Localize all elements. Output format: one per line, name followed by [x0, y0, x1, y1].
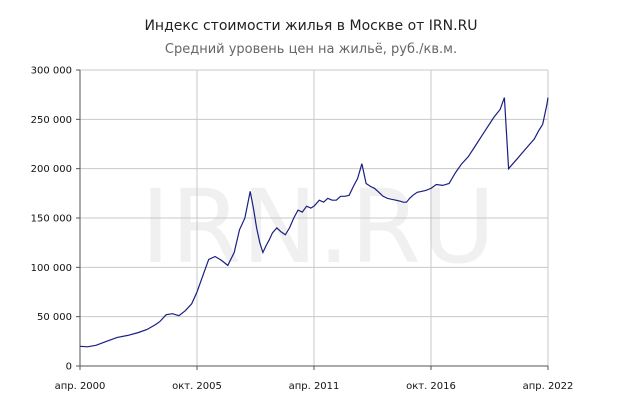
y-tick-label: 50 000: [37, 312, 72, 323]
x-tick-label: апр. 2022: [523, 381, 574, 392]
x-tick-label: окт. 2016: [406, 381, 456, 392]
y-axis-ticks: 0 50 000 100 000 150 000 200 000 250 000 300 0…: [31, 66, 80, 373]
y-tick-label: 200 000: [31, 164, 72, 175]
grid-lines: [80, 69, 549, 366]
y-tick-label: 100 000: [31, 263, 72, 274]
y-tick-label: 0: [66, 362, 72, 373]
x-tick-label: апр. 2011: [289, 381, 340, 392]
chart-title: Индекс стоимости жилья в Москве от IRN.R…: [144, 18, 478, 34]
x-tick-label: окт. 2005: [172, 381, 222, 392]
y-tick-label: 300 000: [31, 66, 72, 77]
x-tick-label: апр. 2000: [55, 381, 106, 392]
y-tick-label: 250 000: [31, 115, 72, 126]
y-tick-label: 150 000: [31, 214, 72, 225]
x-axis-ticks: апр. 2000 окт. 2005 апр. 2011 окт. 2016 апр.…: [55, 366, 574, 392]
series-line: [79, 97, 549, 348]
chart-subtitle: Средний уровень цен на жильё, руб./кв.м.: [164, 42, 458, 57]
